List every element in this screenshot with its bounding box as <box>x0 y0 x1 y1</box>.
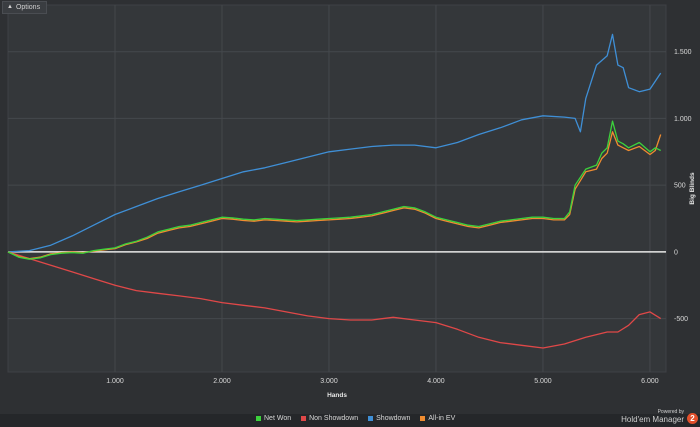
legend-item[interactable]: All-in EV <box>420 415 455 422</box>
brand-powered-text: Powered by <box>657 409 684 415</box>
y-tick-label: 500 <box>674 183 686 190</box>
x-tick-label: 3.000 <box>320 378 338 385</box>
legend-swatch <box>420 416 426 421</box>
legend-label: Net Won <box>264 415 292 422</box>
legend-label: All-in EV <box>428 415 456 422</box>
y-axis-title: Big Blinds <box>689 172 696 205</box>
series-line-net-won <box>7 120 661 260</box>
y-tick-label: 1.000 <box>674 116 692 123</box>
bottom-bar <box>0 414 700 427</box>
legend-swatch <box>301 416 307 421</box>
legend-swatch <box>368 416 374 421</box>
x-tick-label: 4.000 <box>427 378 445 385</box>
legend-item[interactable]: Non Showdown <box>301 415 358 422</box>
x-tick-label: 6.000 <box>641 378 659 385</box>
legend-item[interactable]: Net Won <box>256 415 291 422</box>
chart-legend: Net Won Non Showdown Showdown All-in EV <box>256 415 455 422</box>
plot-background <box>7 4 667 373</box>
legend-item[interactable]: Showdown <box>368 415 410 422</box>
x-tick-label: 5.000 <box>534 378 552 385</box>
series-line-showdown <box>7 33 662 253</box>
y-tick-label: -500 <box>674 316 688 323</box>
y-tick-label: 1.500 <box>674 49 692 56</box>
legend-swatch <box>256 416 261 421</box>
options-label: Options <box>15 4 41 11</box>
x-tick-label: 1.000 <box>106 378 124 385</box>
brand: Powered by Hold'em Manager <box>621 409 684 424</box>
x-tick-label: 2.000 <box>213 378 231 385</box>
hem2-logo-icon: 2 <box>687 413 698 424</box>
x-axis-title: Hands <box>327 392 347 399</box>
expand-arrow-icon: ▲ <box>7 4 13 10</box>
options-button[interactable]: ▲ Options <box>2 1 48 14</box>
series-line-all-in-ev <box>7 131 662 260</box>
legend-label: Showdown <box>376 415 411 422</box>
y-tick-label: 0 <box>674 249 678 256</box>
brand-name: Hold'em Manager <box>621 415 684 424</box>
legend-label: Non Showdown <box>309 415 359 422</box>
series-line-non-showdown <box>7 251 662 349</box>
